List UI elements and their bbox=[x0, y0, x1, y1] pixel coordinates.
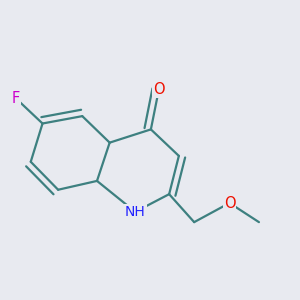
Text: O: O bbox=[153, 82, 165, 97]
Text: O: O bbox=[224, 196, 235, 211]
Text: NH: NH bbox=[125, 205, 146, 219]
Text: F: F bbox=[12, 91, 20, 106]
